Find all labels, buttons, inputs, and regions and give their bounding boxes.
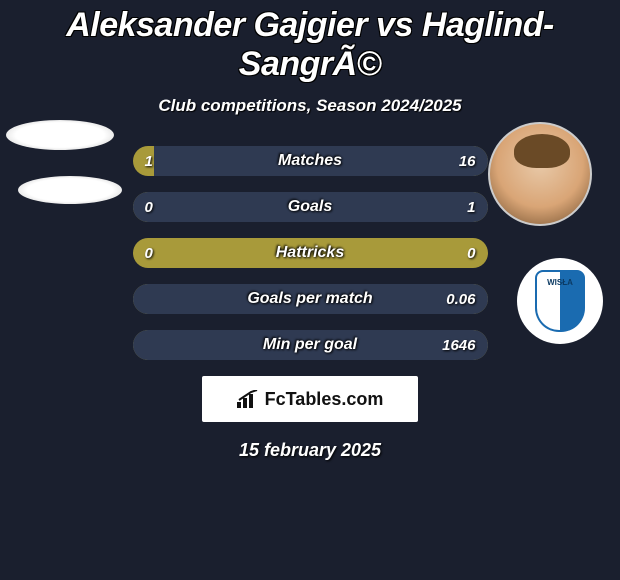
page-subtitle: Club competitions, Season 2024/2025 (0, 96, 620, 116)
stat-label: Matches (133, 146, 488, 176)
branding-text: FcTables.com (265, 389, 384, 410)
branding-badge: FcTables.com (202, 376, 418, 422)
page-title: Aleksander Gajgier vs Haglind-SangrÃ© (0, 0, 620, 84)
stat-value-left: 0 (145, 192, 153, 222)
stats-block: Matches116Goals01Hattricks00Goals per ma… (0, 146, 620, 360)
stat-row: Goals per match0.06 (133, 284, 488, 314)
stat-row: Hattricks0 0 (133, 238, 488, 268)
stat-value-left: 0 (145, 238, 153, 268)
date-text: 15 february 2025 (0, 440, 620, 461)
stat-label: Hattricks (133, 238, 488, 268)
stat-label: Goals per match (133, 284, 488, 314)
crest-label: WISŁA (535, 278, 585, 287)
stat-value-right: 1 (467, 192, 475, 222)
stat-value-right: 0.06 (446, 284, 475, 314)
stat-row: Matches1 16 (133, 146, 488, 176)
stat-value-right: 1646 (442, 330, 475, 360)
stat-value-right: 16 (459, 146, 476, 176)
stat-row: Min per goal1646 (133, 330, 488, 360)
chart-icon (237, 390, 259, 408)
stat-label: Min per goal (133, 330, 488, 360)
stat-label: Goals (133, 192, 488, 222)
stat-value-right: 0 (467, 238, 475, 268)
stat-row: Goals0 1 (133, 192, 488, 222)
stat-value-left: 1 (145, 146, 153, 176)
